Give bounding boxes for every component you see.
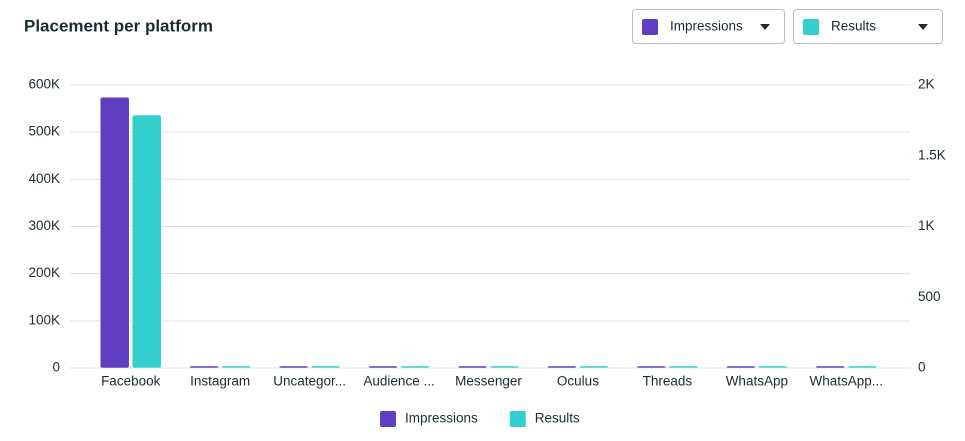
y-tick-label: 400K <box>28 171 60 186</box>
x-tick-label: Threads <box>643 374 693 389</box>
x-tick-label: Oculus <box>557 374 599 389</box>
bar <box>547 365 577 369</box>
caret <box>918 24 928 30</box>
y2-tick-label: 1K <box>918 218 935 233</box>
legend-swatch <box>509 411 526 427</box>
bar <box>579 365 609 369</box>
x-tick-label: Audience ... <box>363 374 434 389</box>
bar <box>221 365 251 369</box>
bar <box>489 365 520 369</box>
x-tick-label: Uncategor... <box>273 374 346 389</box>
y2-tick-label: 500 <box>918 289 941 304</box>
x-tick-label: WhatsApp <box>726 374 788 389</box>
y-tick-label: 300K <box>28 218 60 233</box>
bar <box>310 365 341 369</box>
dropdown-box[interactable] <box>793 9 943 44</box>
y-tick-label: 600K <box>28 77 60 92</box>
bar <box>368 365 398 369</box>
bar <box>99 97 130 369</box>
y2-tick-label: 2K <box>918 77 935 92</box>
swatch <box>642 19 658 35</box>
legend-label: Results <box>535 411 580 426</box>
bar <box>457 365 488 369</box>
bar <box>278 365 309 369</box>
x-tick-label: Instagram <box>190 374 250 389</box>
bar <box>815 365 846 369</box>
legend-swatch <box>380 411 396 427</box>
x-tick-label: Messenger <box>455 374 522 389</box>
bar <box>847 365 878 369</box>
chart-title: Placement per platform <box>24 16 213 35</box>
y2-tick-label: 1.5K <box>918 147 946 162</box>
dropdown-box[interactable] <box>632 9 785 44</box>
y-tick-label: 100K <box>28 312 60 327</box>
dropdown-label[interactable]: Impressions <box>670 19 743 34</box>
bar <box>400 365 430 369</box>
bar <box>636 365 667 369</box>
bar <box>668 365 699 369</box>
bar <box>131 114 162 369</box>
x-tick-label: Facebook <box>101 374 161 389</box>
y-tick-label: 500K <box>28 124 60 139</box>
bar <box>189 365 219 369</box>
swatch <box>803 19 819 35</box>
legend-label: Impressions <box>405 411 478 426</box>
bar <box>726 365 756 369</box>
dropdown[interactable]: Results <box>793 9 943 44</box>
bar <box>758 365 788 369</box>
y-tick-label: 200K <box>28 265 60 280</box>
y2-tick-label: 0 <box>918 360 926 375</box>
dropdown-label[interactable]: Results <box>831 19 876 34</box>
dropdown[interactable]: Impressions <box>632 9 785 44</box>
y-tick-label: 0 <box>52 360 60 375</box>
caret <box>760 24 770 30</box>
x-tick-label: WhatsApp... <box>810 374 884 389</box>
